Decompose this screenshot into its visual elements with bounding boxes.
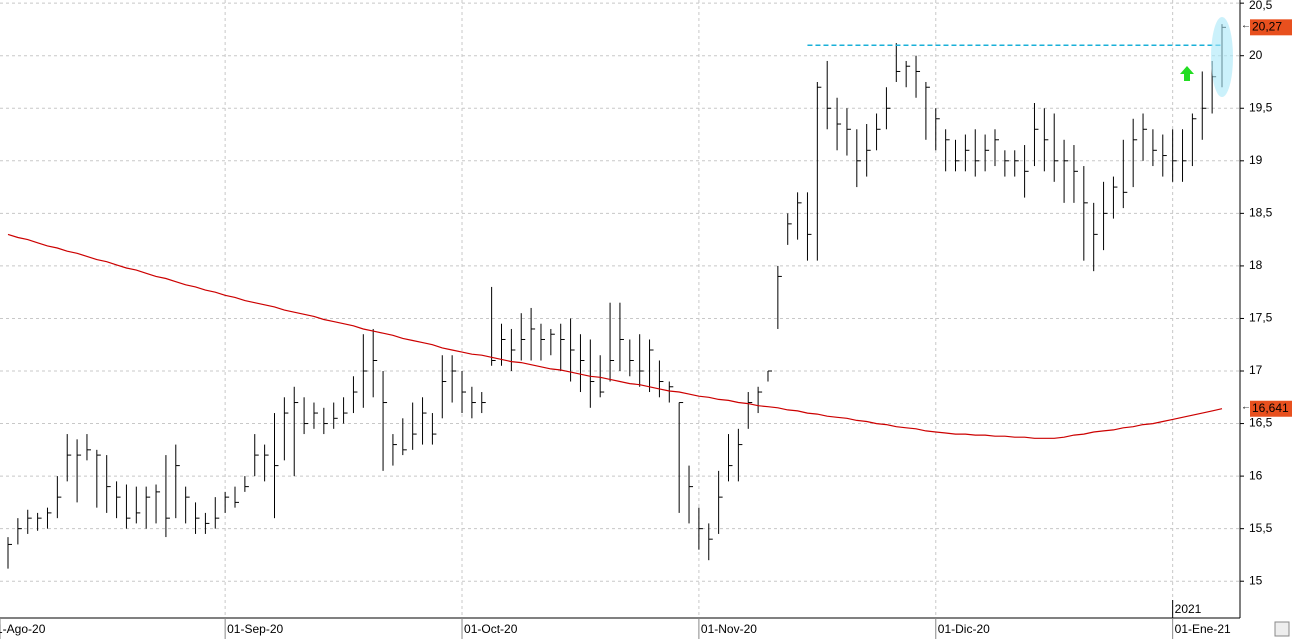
y-tick-label: 18,5 [1249,206,1273,220]
y-tick-label: 20,5 [1249,0,1273,12]
x-tick-label: 01-Ene-21 [1175,622,1231,636]
y-tick-label: 16,5 [1249,416,1273,430]
year-label: 2021 [1175,602,1202,616]
y-tick-label: 16 [1249,468,1263,482]
moving-average [7,233,1223,439]
last-label: 16,641 [1252,401,1289,415]
x-tick-label: 1-Ago-20 [0,622,46,636]
y-tick-label: 17,5 [1249,311,1273,325]
last-arrow: ← [1241,20,1251,31]
corner-icon [1274,621,1290,637]
x-tick-label: 01-Oct-20 [464,622,518,636]
y-tick-label: 18 [1249,258,1263,272]
last-label-box [1250,400,1292,417]
highlight-ellipse [1211,17,1233,97]
last-label-box [1250,19,1292,36]
y-tick-label: 20 [1249,48,1263,62]
last-label: 20,27 [1252,19,1282,33]
y-tick-label: 17 [1249,363,1263,377]
y-tick-label: 19 [1249,153,1263,167]
x-tick-label: 01-Dic-20 [938,622,990,636]
last-arrow: ← [1241,401,1251,412]
x-tick-label: 01-Sep-20 [227,622,283,636]
y-tick-label: 15 [1249,573,1263,587]
up-arrow [1180,66,1194,81]
x-tick-label: 01-Nov-20 [701,622,757,636]
y-tick-label: 15,5 [1249,521,1273,535]
y-tick-label: 19,5 [1249,100,1273,114]
marks [7,24,1226,569]
